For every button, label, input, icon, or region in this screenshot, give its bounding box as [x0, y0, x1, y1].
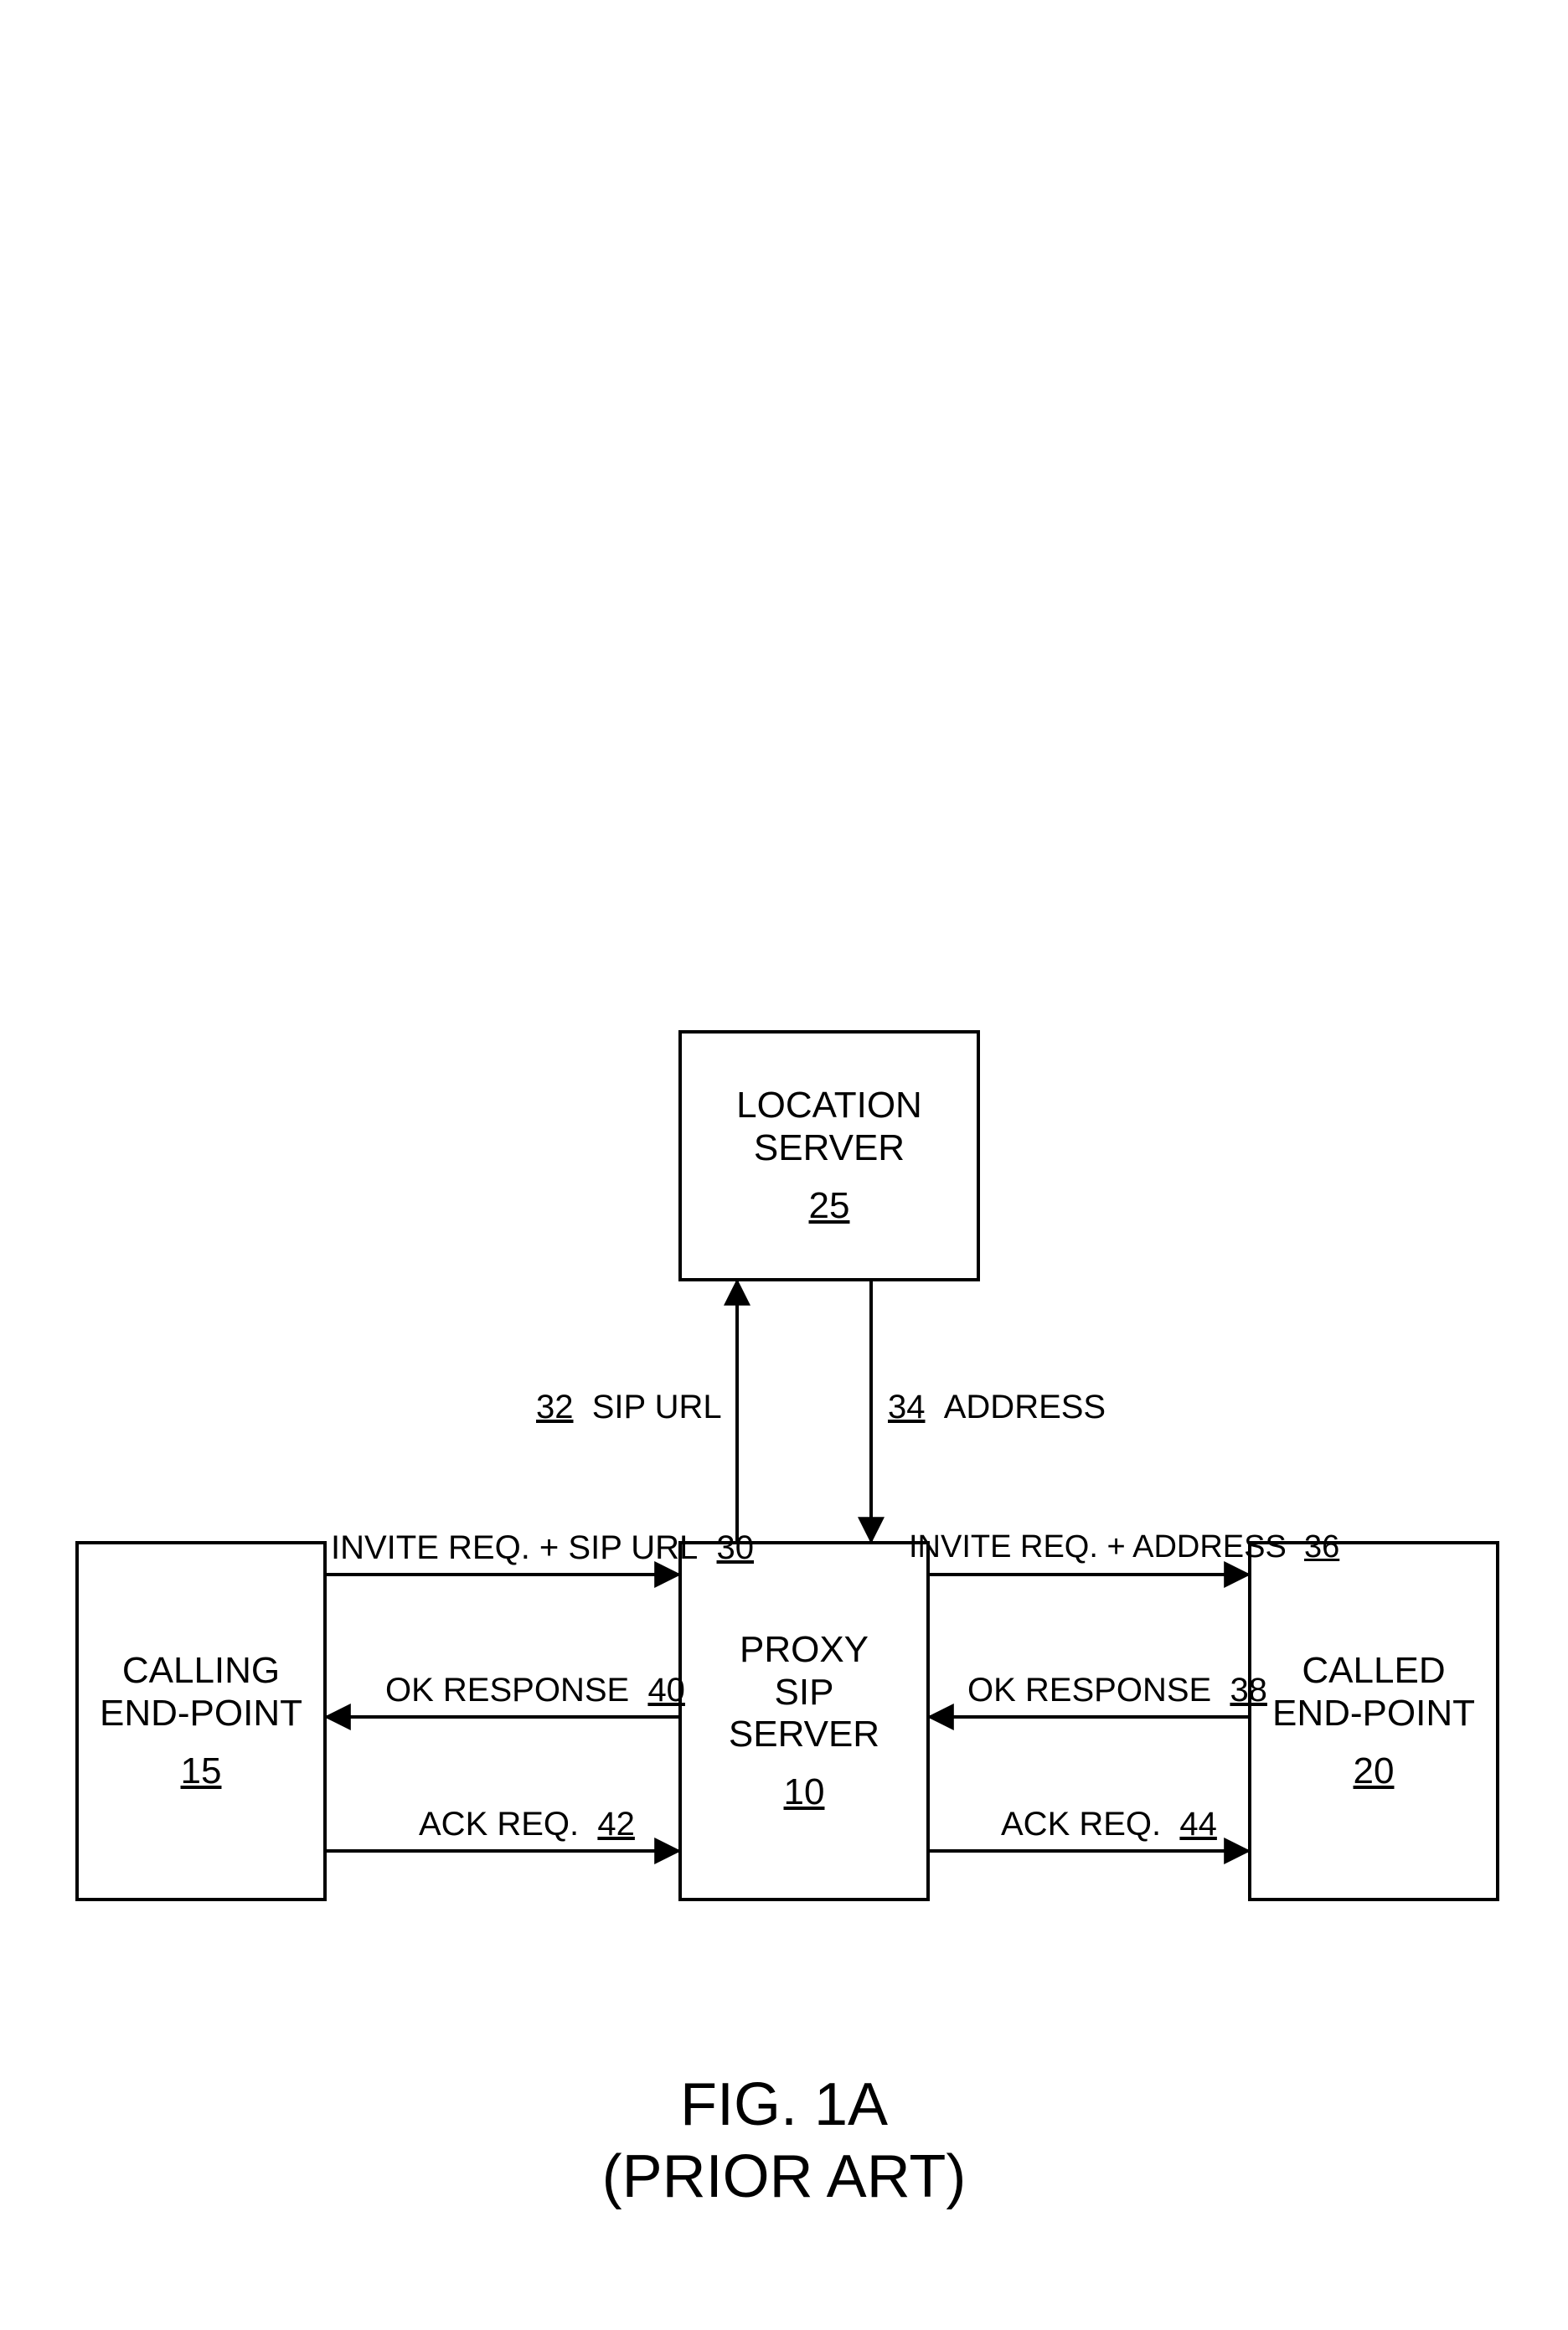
edge-label-32-text: SIP URL	[592, 1389, 722, 1425]
edge-label-38: OK RESPONSE 38	[967, 1673, 1267, 1707]
node-calling-endpoint: CALLING END-POINT 15	[75, 1541, 327, 1901]
node-called-label2: END-POINT	[1272, 1693, 1475, 1734]
edge-label-44: ACK REQ. 44	[1001, 1807, 1217, 1841]
edge-label-38-ref: 38	[1230, 1672, 1267, 1709]
edge-label-34: 34 ADDRESS	[888, 1390, 1106, 1424]
diagram-canvas: CALLING END-POINT 15 PROXY SIP SERVER 10…	[0, 0, 1568, 2330]
edge-label-42-ref: 42	[597, 1806, 635, 1843]
node-proxy-label1: PROXY	[740, 1629, 869, 1670]
node-calling-ref: 15	[181, 1750, 222, 1792]
edge-label-40-ref: 40	[647, 1672, 685, 1709]
edge-label-42-text: ACK REQ.	[419, 1806, 579, 1843]
node-proxy-sip-server: PROXY SIP SERVER 10	[678, 1541, 930, 1901]
edge-label-36-text: INVITE REQ. + ADDRESS	[909, 1529, 1287, 1565]
edge-label-32: 32 SIP URL	[536, 1390, 722, 1424]
edge-label-36-ref: 36	[1304, 1529, 1339, 1565]
node-calling-label1: CALLING	[122, 1650, 280, 1691]
edge-label-30-ref: 30	[717, 1529, 755, 1566]
edge-label-36: INVITE REQ. + ADDRESS 36	[909, 1531, 1339, 1563]
edge-label-40-text: OK RESPONSE	[385, 1672, 629, 1709]
node-proxy-label3: SERVER	[729, 1714, 879, 1755]
node-called-endpoint: CALLED END-POINT 20	[1248, 1541, 1499, 1901]
edge-label-34-text: ADDRESS	[944, 1389, 1106, 1425]
edge-label-44-ref: 44	[1179, 1806, 1217, 1843]
figure-caption: FIG. 1A (PRIOR ART)	[0, 2069, 1568, 2214]
edge-label-40: OK RESPONSE 40	[385, 1673, 685, 1707]
caption-line1: FIG. 1A	[680, 2071, 888, 2138]
caption-line2: (PRIOR ART)	[602, 2143, 967, 2210]
node-called-ref: 20	[1354, 1750, 1395, 1792]
edge-label-30: INVITE REQ. + SIP URL 30	[331, 1531, 754, 1565]
node-proxy-label2: SIP	[775, 1672, 834, 1713]
edge-label-34-ref: 34	[888, 1389, 926, 1425]
node-calling-label2: END-POINT	[100, 1693, 302, 1734]
node-location-label1: LOCATION	[736, 1085, 922, 1126]
edge-label-30-text: INVITE REQ. + SIP URL	[331, 1529, 698, 1566]
edge-label-32-ref: 32	[536, 1389, 574, 1425]
node-location-ref: 25	[809, 1185, 850, 1227]
edge-label-42: ACK REQ. 42	[419, 1807, 635, 1841]
node-proxy-ref: 10	[784, 1771, 825, 1813]
node-location-server: LOCATION SERVER 25	[678, 1030, 980, 1281]
node-location-label2: SERVER	[754, 1127, 905, 1168]
node-called-label1: CALLED	[1302, 1650, 1445, 1691]
edge-label-38-text: OK RESPONSE	[967, 1672, 1211, 1709]
edge-label-44-text: ACK REQ.	[1001, 1806, 1161, 1843]
